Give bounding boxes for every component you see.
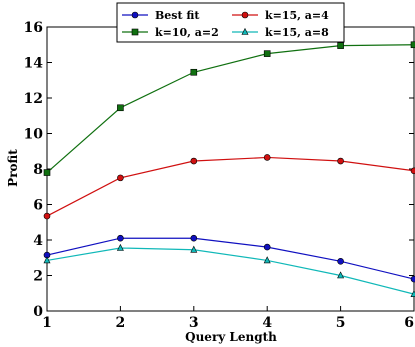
y-tick-label: 0 <box>33 304 43 320</box>
data-point-s3-2 <box>190 245 198 253</box>
series-line-3 <box>46 247 415 295</box>
data-point-s2-1 <box>117 104 124 112</box>
x-tick-label: 4 <box>262 315 272 331</box>
data-point-s3-1 <box>116 243 124 251</box>
y-tick-label: 14 <box>24 56 44 72</box>
data-point-s2-4 <box>337 42 344 49</box>
data-point-s2-3 <box>263 50 271 57</box>
legend-label-1: k=15, a=4 <box>265 9 329 22</box>
x-tick-label: 2 <box>116 315 126 331</box>
y-tick-label: 6 <box>33 198 43 214</box>
x-tick-label: 5 <box>336 315 346 331</box>
data-point-s1-5 <box>410 167 415 175</box>
legend-label-3: k=15, a=8 <box>265 26 329 39</box>
data-point-s3-4 <box>337 271 345 279</box>
legend-label-0: Best fit <box>155 9 200 22</box>
legend-marker-0 <box>131 11 139 19</box>
data-point-s0-4 <box>337 257 344 265</box>
series-line-0 <box>46 237 415 280</box>
y-tick-label: 16 <box>24 20 43 36</box>
data-point-s0-3 <box>263 243 271 251</box>
series-line-1 <box>46 156 415 217</box>
y-tick-label: 12 <box>24 91 43 107</box>
data-point-s1-3 <box>263 154 271 161</box>
data-point-s0-1 <box>117 234 124 242</box>
data-point-s1-4 <box>337 157 344 165</box>
legend: Best fit k=15, a=4 k=10, a=2 k=15, a=8 <box>116 2 345 43</box>
data-point-s3-0 <box>43 256 51 264</box>
data-point-s3-3 <box>263 256 271 264</box>
y-tick-label: 4 <box>33 233 43 249</box>
data-point-s1-2 <box>190 157 198 165</box>
data-point-s1-1 <box>117 174 124 182</box>
legend-label-2: k=10, a=2 <box>155 26 219 39</box>
series-line-2 <box>46 44 415 173</box>
data-point-s2-2 <box>190 68 198 76</box>
data-point-s0-5 <box>410 275 415 283</box>
legend-marker-3 <box>241 27 249 35</box>
data-point-s1-0 <box>43 212 51 220</box>
y-axis-label: Profit <box>6 149 20 187</box>
x-tick-label: 3 <box>189 315 199 331</box>
x-tick-label: 6 <box>404 315 414 331</box>
x-tick-label: 1 <box>42 315 52 331</box>
legend-marker-1 <box>241 11 249 19</box>
x-axis-label: Query Length <box>185 330 277 344</box>
data-point-s2-5 <box>410 41 415 49</box>
legend-box <box>116 2 345 43</box>
y-tick-label: 2 <box>33 269 43 285</box>
data-point-s2-0 <box>43 169 51 176</box>
data-point-s3-5 <box>410 289 415 297</box>
plot-frame <box>46 26 415 312</box>
data-point-s0-2 <box>190 234 198 242</box>
y-tick-label: 10 <box>24 127 44 143</box>
y-tick-label: 8 <box>33 162 43 178</box>
legend-marker-2 <box>131 28 139 36</box>
